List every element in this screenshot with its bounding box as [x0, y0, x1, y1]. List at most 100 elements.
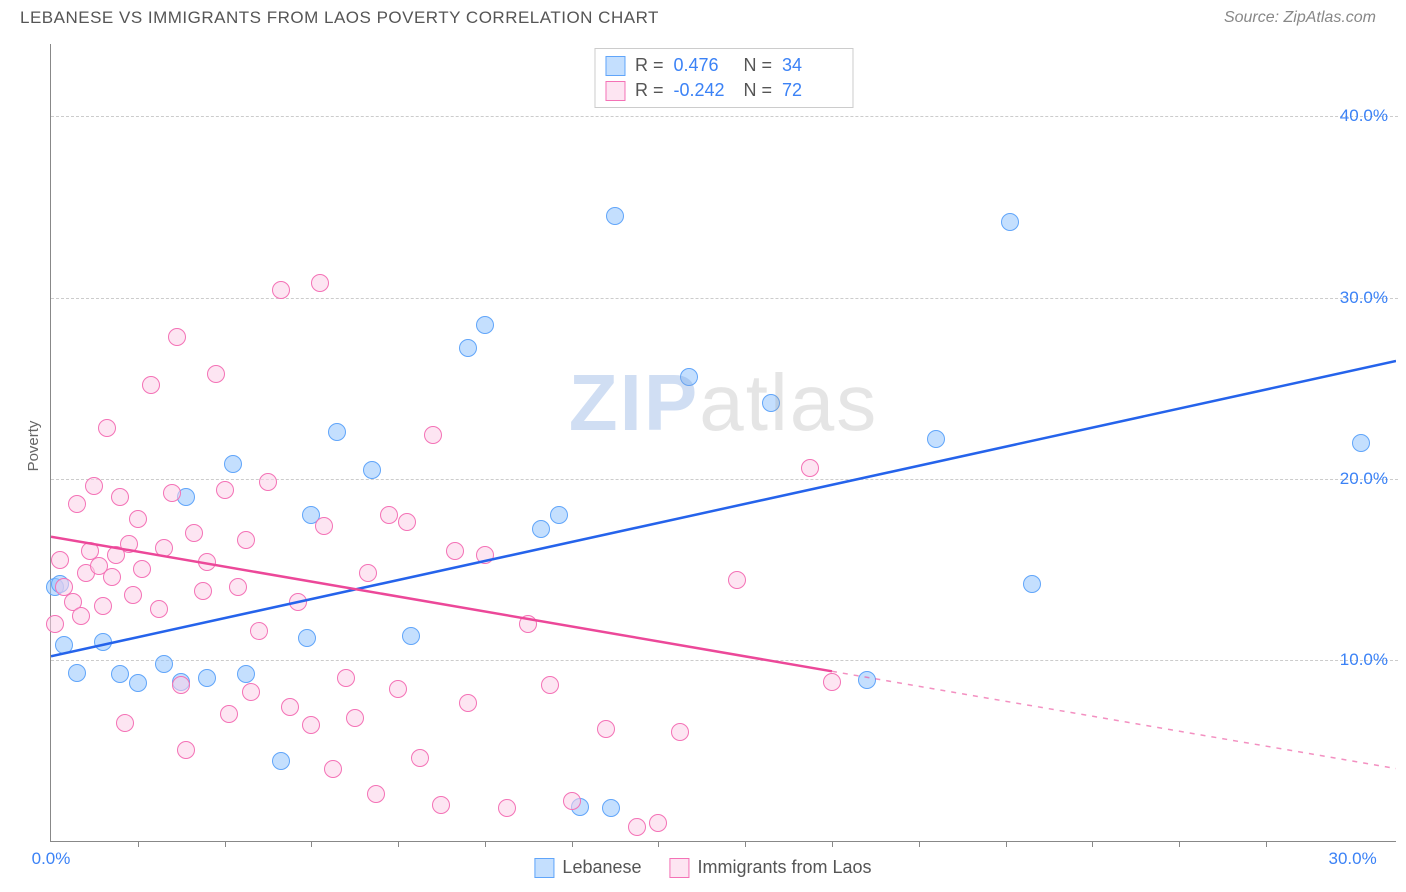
- scatter-point: [72, 607, 90, 625]
- scatter-point: [198, 669, 216, 687]
- scatter-point: [927, 430, 945, 448]
- scatter-point: [432, 796, 450, 814]
- series-legend: Lebanese Immigrants from Laos: [534, 857, 871, 878]
- scatter-point: [359, 564, 377, 582]
- scatter-point: [250, 622, 268, 640]
- x-tick: [1179, 841, 1180, 847]
- series-legend-label: Immigrants from Laos: [698, 857, 872, 878]
- scatter-point: [94, 633, 112, 651]
- gridline: [51, 660, 1398, 661]
- source-attribution: Source: ZipAtlas.com: [1224, 9, 1376, 27]
- correlation-legend: R = 0.476 N = 34R =-0.242N =72: [594, 48, 853, 108]
- scatter-point: [532, 520, 550, 538]
- scatter-point: [801, 459, 819, 477]
- x-tick: [919, 841, 920, 847]
- scatter-point: [1001, 213, 1019, 231]
- scatter-point: [328, 423, 346, 441]
- legend-r-value: 0.476: [674, 53, 734, 78]
- scatter-point: [68, 664, 86, 682]
- gridline: [51, 479, 1398, 480]
- scatter-point: [1023, 575, 1041, 593]
- scatter-point: [198, 553, 216, 571]
- legend-r-label: R =: [635, 78, 664, 103]
- y-axis-label: Poverty: [25, 421, 42, 472]
- scatter-point: [459, 339, 477, 357]
- scatter-point: [272, 752, 290, 770]
- series-legend-item: Immigrants from Laos: [670, 857, 872, 878]
- scatter-point: [446, 542, 464, 560]
- legend-swatch: [605, 81, 625, 101]
- scatter-point: [116, 714, 134, 732]
- scatter-point: [281, 698, 299, 716]
- scatter-point: [194, 582, 212, 600]
- scatter-point: [762, 394, 780, 412]
- legend-n-label: N =: [744, 78, 773, 103]
- x-tick-label: 30.0%: [1329, 849, 1377, 869]
- scatter-point: [563, 792, 581, 810]
- scatter-point: [133, 560, 151, 578]
- scatter-point: [177, 741, 195, 759]
- scatter-point: [237, 665, 255, 683]
- x-tick: [745, 841, 746, 847]
- scatter-point: [367, 785, 385, 803]
- scatter-point: [311, 274, 329, 292]
- scatter-point: [858, 671, 876, 689]
- scatter-point: [389, 680, 407, 698]
- scatter-point: [172, 676, 190, 694]
- x-tick: [1266, 841, 1267, 847]
- scatter-point: [298, 629, 316, 647]
- scatter-point: [289, 593, 307, 611]
- scatter-point: [68, 495, 86, 513]
- scatter-point: [606, 207, 624, 225]
- legend-swatch: [670, 858, 690, 878]
- x-tick: [311, 841, 312, 847]
- scatter-point: [237, 531, 255, 549]
- scatter-point: [129, 674, 147, 692]
- scatter-point: [363, 461, 381, 479]
- chart-header: LEBANESE VS IMMIGRANTS FROM LAOS POVERTY…: [0, 0, 1406, 32]
- scatter-point: [728, 571, 746, 589]
- scatter-point: [380, 506, 398, 524]
- scatter-point: [259, 473, 277, 491]
- scatter-point: [602, 799, 620, 817]
- scatter-point: [402, 627, 420, 645]
- scatter-point: [324, 760, 342, 778]
- scatter-point: [459, 694, 477, 712]
- scatter-point: [398, 513, 416, 531]
- legend-r-label: R =: [635, 53, 664, 78]
- scatter-point: [476, 546, 494, 564]
- scatter-point: [85, 477, 103, 495]
- legend-n-value: 34: [782, 53, 842, 78]
- scatter-point: [476, 316, 494, 334]
- scatter-point: [224, 455, 242, 473]
- trend-lines: [51, 44, 1396, 841]
- scatter-point: [671, 723, 689, 741]
- scatter-point: [315, 517, 333, 535]
- scatter-point: [51, 551, 69, 569]
- scatter-point: [55, 636, 73, 654]
- scatter-point: [337, 669, 355, 687]
- y-tick-label: 20.0%: [1340, 469, 1388, 489]
- scatter-point: [597, 720, 615, 738]
- scatter-point: [541, 676, 559, 694]
- gridline: [51, 116, 1398, 117]
- x-tick: [398, 841, 399, 847]
- scatter-point: [129, 510, 147, 528]
- series-legend-label: Lebanese: [562, 857, 641, 878]
- scatter-point: [163, 484, 181, 502]
- legend-n-label: N =: [744, 53, 773, 78]
- legend-row: R =-0.242N =72: [605, 78, 842, 103]
- scatter-point: [98, 419, 116, 437]
- plot-area: ZIPatlas R =0.476N =34R =-0.242N =72 10.…: [50, 44, 1396, 842]
- scatter-point: [111, 665, 129, 683]
- x-tick: [832, 841, 833, 847]
- watermark-atlas: atlas: [699, 358, 878, 447]
- x-tick: [572, 841, 573, 847]
- scatter-point: [242, 683, 260, 701]
- y-tick-label: 10.0%: [1340, 650, 1388, 670]
- scatter-point: [550, 506, 568, 524]
- scatter-point: [649, 814, 667, 832]
- x-tick: [658, 841, 659, 847]
- scatter-point: [628, 818, 646, 836]
- scatter-point: [94, 597, 112, 615]
